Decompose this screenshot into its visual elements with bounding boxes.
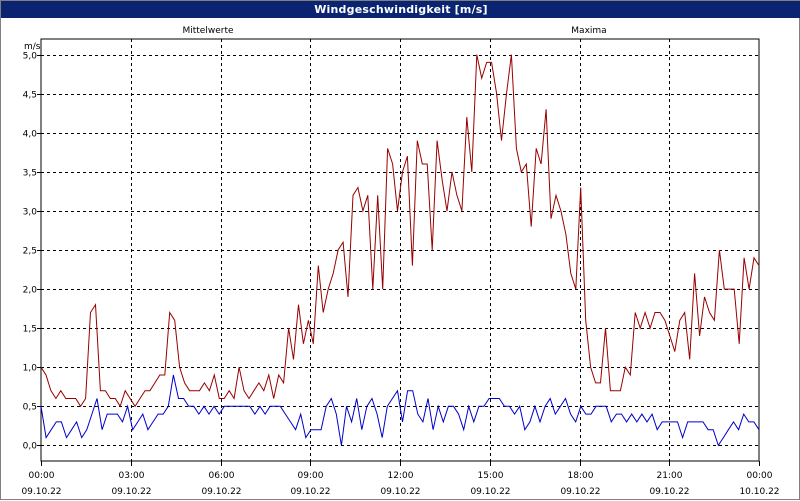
x-tick-date-label: 09.10.22: [201, 487, 241, 497]
chart-title: Windgeschwindigkeit [m/s]: [1, 1, 800, 18]
x-tick-time-label: 03:00: [119, 471, 145, 481]
x-tick-time-label: 00:00: [29, 471, 55, 481]
series-lines: [40, 54, 760, 447]
y-axis-label: m/s: [24, 42, 41, 52]
x-tick-date-label: 10.10.22: [739, 487, 779, 497]
x-tick-time-label: 12:00: [388, 471, 414, 481]
y-tick-label: 0,5: [23, 403, 37, 413]
y-tick-label: 1,0: [23, 364, 38, 374]
y-tick-label: 3,0: [23, 208, 38, 218]
x-tick-date-label: 09.10.22: [111, 487, 151, 497]
y-tick-label: 4,5: [23, 91, 37, 101]
legend: Mittelwerte Maxima: [182, 26, 606, 36]
x-tick-time-label: 21:00: [657, 471, 683, 481]
x-tick-time-label: 06:00: [209, 471, 235, 481]
y-tick-label: 2,0: [23, 286, 38, 296]
y-tick-label: 5,0: [23, 52, 38, 62]
x-tick-date-label: 09.10.22: [290, 487, 330, 497]
legend-mittelwerte: Mittelwerte: [182, 26, 233, 36]
x-tick-date-label: 09.10.22: [470, 487, 510, 497]
series-line-mittelwerte: [40, 374, 760, 447]
x-tick-date-label: 09.10.22: [649, 487, 689, 497]
series-line-maxima: [40, 54, 760, 408]
x-tick-date-label: 09.10.22: [560, 487, 600, 497]
y-axis: 0,0 0,5 1,0 1,5 2,0 2,5 3,0 3,5 4,0 4,5 5,0: [23, 52, 41, 452]
x-tick-time-label: 00:00: [747, 471, 773, 481]
x-tick-time-label: 15:00: [478, 471, 504, 481]
wind-speed-chart: 0,00,51,01,52,02,53,03,54,04,55,0 00:000…: [21, 26, 780, 497]
x-tick-date-label: 09.10.22: [21, 487, 61, 497]
legend-maxima: Maxima: [571, 26, 606, 36]
x-tick-time-label: 18:00: [568, 471, 594, 481]
y-tick-label: 1,5: [23, 325, 37, 335]
y-tick-label: 2,5: [23, 247, 37, 257]
x-tick-time-label: 09:00: [298, 471, 324, 481]
y-tick-label: 3,5: [23, 169, 37, 179]
grid: [41, 39, 759, 461]
x-axis: 00:00 09.10.22 03:00 09.10.22 06:00 09.10.22 0…: [21, 461, 780, 497]
y-tick-label: 0,0: [23, 442, 38, 452]
x-tick-date-label: 09.10.22: [380, 487, 420, 497]
y-tick-label: 4,0: [23, 130, 38, 140]
